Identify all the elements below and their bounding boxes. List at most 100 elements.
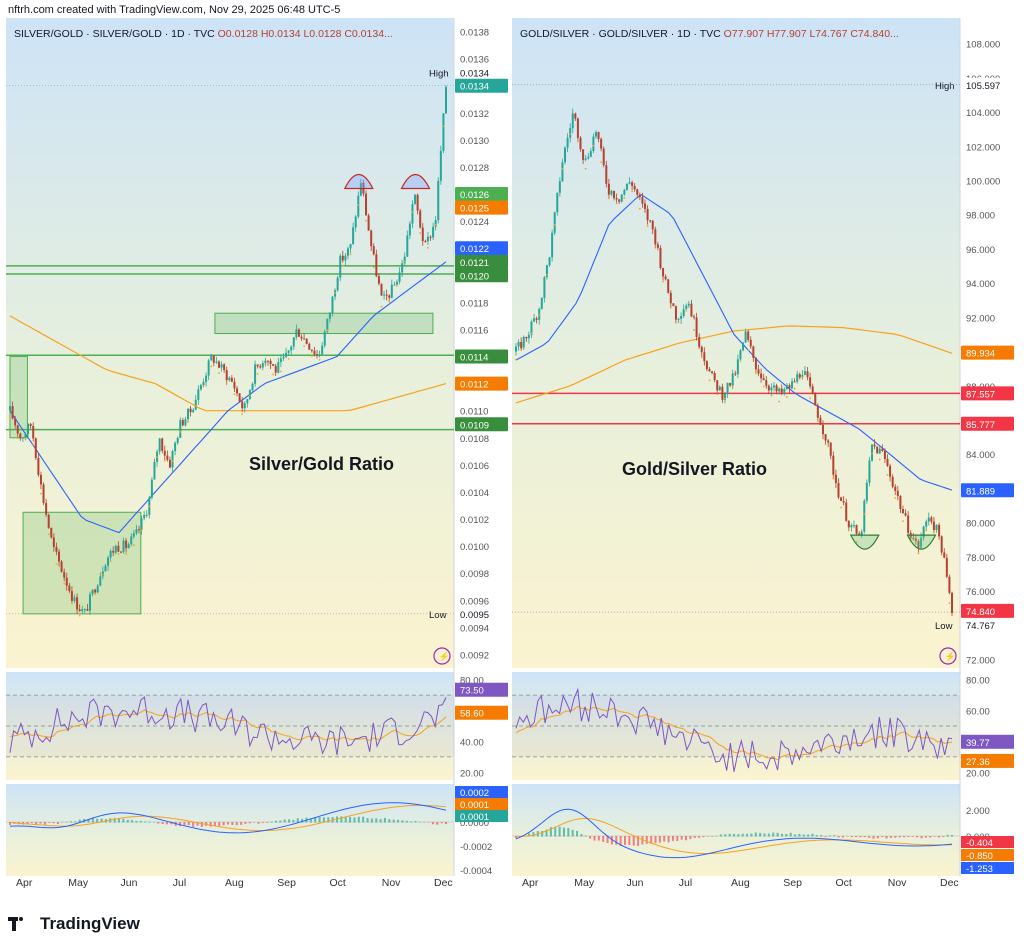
candle-body [254, 364, 257, 384]
candle-body [801, 374, 804, 378]
macd-histogram-bar [698, 836, 701, 838]
candle-body [633, 185, 636, 190]
candle-body [819, 417, 822, 425]
macd-histogram-bar [741, 833, 744, 837]
trailing-dot [94, 593, 97, 596]
lightning-circle [939, 647, 957, 665]
trailing-dot [546, 273, 548, 276]
trailing-dot [677, 321, 680, 324]
macd-histogram-bar [606, 836, 609, 843]
candle-body [137, 529, 140, 531]
macd-histogram-bar [314, 817, 317, 823]
macd-histogram-bar [541, 830, 544, 837]
candle-body [171, 451, 174, 468]
trailing-dot [71, 602, 73, 605]
candle-body [50, 527, 53, 538]
candle-body [548, 257, 551, 266]
candle-body [752, 346, 755, 358]
macd-histogram-bar [401, 820, 404, 823]
macd-histogram-bar [680, 836, 683, 840]
macd-histogram-bar [759, 832, 762, 837]
candle-body [631, 182, 634, 186]
macd-tag-bg [455, 810, 508, 822]
macd-histogram-bar [353, 817, 356, 823]
rsi-line [515, 687, 953, 772]
candle-body [811, 386, 814, 394]
candle-body [161, 438, 164, 451]
candle-body [868, 460, 871, 483]
trailing-dot [731, 386, 734, 388]
candle-body [845, 502, 848, 521]
y-tick-label: 0.0104 [460, 488, 489, 499]
macd-histogram-bar [571, 829, 574, 837]
chart-panel-silver-gold[interactable]: SILVER/GOLD · SILVER/GOLD · 1D · TVC O0.… [6, 18, 511, 896]
silver-gold-chart[interactable]: SILVER/GOLD · SILVER/GOLD · 1D · TVC O0.… [6, 18, 511, 896]
x-tick-label: Sep [277, 877, 296, 889]
y-tick-label: 76.000 [966, 587, 995, 598]
macd-histogram-bar [148, 821, 151, 823]
candle-body [429, 236, 432, 238]
macd-histogram-bar [266, 822, 269, 823]
candle-body [742, 342, 745, 351]
lightning-icon: ⚡ [439, 651, 450, 663]
y-tick-label: 92.000 [966, 313, 995, 324]
candle-body [754, 357, 757, 370]
candle-body [607, 183, 610, 195]
macd-histogram-bar [301, 818, 304, 823]
candle-body [775, 385, 778, 392]
candle-body [938, 524, 941, 537]
macd-histogram-bar [876, 836, 879, 839]
candle-body [654, 229, 657, 245]
chart-title: Gold/Silver Ratio [622, 459, 767, 479]
trailing-dot [925, 529, 928, 532]
macd-histogram-bar [126, 819, 129, 823]
trailing-dot [638, 207, 641, 210]
macd-histogram-bar [567, 827, 570, 837]
macd-histogram-bar [30, 822, 33, 823]
candle-body [865, 482, 868, 501]
candle-body [233, 381, 236, 389]
candle-body [202, 382, 205, 386]
candle-body [517, 342, 520, 347]
trailing-dot [515, 358, 517, 361]
candle-body [344, 255, 347, 261]
trailing-dot [442, 125, 445, 128]
candle-body [339, 255, 342, 278]
gold-silver-chart[interactable]: GOLD/SILVER · GOLD/SILVER · 1D · TVC O77… [512, 18, 1017, 896]
candle-body [96, 585, 99, 593]
candle-body [695, 317, 698, 338]
y-tick-label: 0.0132 [460, 109, 489, 120]
chart-panel-gold-silver[interactable]: GOLD/SILVER · GOLD/SILVER · 1D · TVC O77… [512, 18, 1017, 896]
macd-histogram-bar [288, 819, 291, 823]
candle-body [721, 386, 724, 400]
macd-histogram-bar [837, 836, 840, 838]
macd-histogram-bar [532, 831, 535, 837]
macd-histogram-bar [907, 836, 910, 837]
candle-body [674, 306, 677, 320]
price-tag: 0.0112 [460, 380, 488, 391]
candle-body [693, 316, 696, 318]
trailing-dot [109, 560, 112, 563]
candle-body [419, 210, 422, 228]
macd-histogram-bar [187, 822, 190, 826]
macd-histogram-bar [9, 822, 11, 825]
candle-body [212, 355, 215, 363]
double-top-arc-0 [343, 173, 374, 190]
candle-body [767, 385, 770, 391]
candle-body [246, 399, 249, 404]
rsi-tag-bg [961, 734, 1014, 749]
macd-histogram-bar [248, 822, 251, 824]
candle-body [34, 438, 37, 458]
macd-tag-bg [961, 849, 1014, 861]
candle-body [798, 374, 801, 378]
candle-body [414, 194, 417, 205]
macd-tag: 0.0002 [460, 788, 489, 799]
candle-body [778, 388, 781, 392]
macd-histogram-bar [52, 822, 55, 824]
macd-histogram-bar [846, 836, 849, 837]
macd-histogram-bar [78, 819, 81, 823]
macd-histogram-bar [91, 818, 94, 823]
trailing-dot [561, 167, 564, 170]
macd-histogram-bar [824, 836, 827, 837]
y-tick-label: 0.0098 [460, 569, 489, 580]
